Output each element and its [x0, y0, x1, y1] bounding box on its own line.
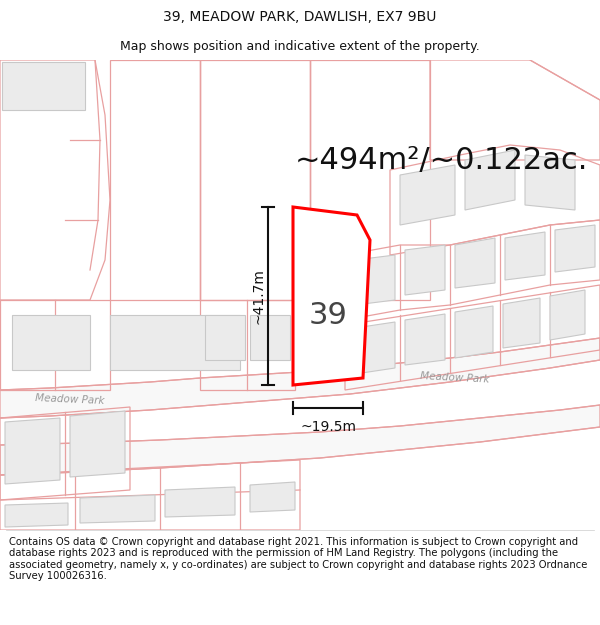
- Polygon shape: [2, 62, 85, 110]
- Polygon shape: [0, 338, 600, 418]
- Polygon shape: [205, 315, 245, 360]
- Polygon shape: [80, 495, 155, 523]
- Polygon shape: [465, 150, 515, 210]
- Polygon shape: [355, 322, 395, 374]
- Polygon shape: [70, 411, 125, 477]
- Polygon shape: [5, 503, 68, 527]
- Polygon shape: [503, 298, 540, 348]
- Polygon shape: [12, 315, 90, 370]
- Text: ~494m²/~0.122ac.: ~494m²/~0.122ac.: [295, 146, 589, 174]
- Polygon shape: [555, 225, 595, 272]
- Polygon shape: [550, 290, 585, 340]
- Polygon shape: [455, 306, 493, 358]
- Polygon shape: [0, 405, 600, 475]
- Text: ~19.5m: ~19.5m: [300, 420, 356, 434]
- Text: Meadow Park: Meadow Park: [35, 394, 105, 406]
- Polygon shape: [250, 482, 295, 512]
- Text: Map shows position and indicative extent of the property.: Map shows position and indicative extent…: [120, 40, 480, 53]
- Polygon shape: [355, 255, 395, 305]
- Polygon shape: [405, 245, 445, 295]
- Text: Contains OS data © Crown copyright and database right 2021. This information is : Contains OS data © Crown copyright and d…: [9, 537, 587, 581]
- Text: 39, MEADOW PARK, DAWLISH, EX7 9BU: 39, MEADOW PARK, DAWLISH, EX7 9BU: [163, 10, 437, 24]
- Polygon shape: [525, 155, 575, 210]
- Text: Meadow Park: Meadow Park: [420, 371, 490, 385]
- Polygon shape: [165, 487, 235, 517]
- Polygon shape: [505, 232, 545, 280]
- Text: ~41.7m: ~41.7m: [251, 268, 265, 324]
- Text: 39: 39: [308, 301, 347, 329]
- Polygon shape: [293, 207, 370, 385]
- Polygon shape: [5, 418, 60, 484]
- Polygon shape: [405, 314, 445, 365]
- Polygon shape: [400, 165, 455, 225]
- Polygon shape: [250, 315, 290, 360]
- Polygon shape: [110, 315, 240, 370]
- Polygon shape: [455, 238, 495, 288]
